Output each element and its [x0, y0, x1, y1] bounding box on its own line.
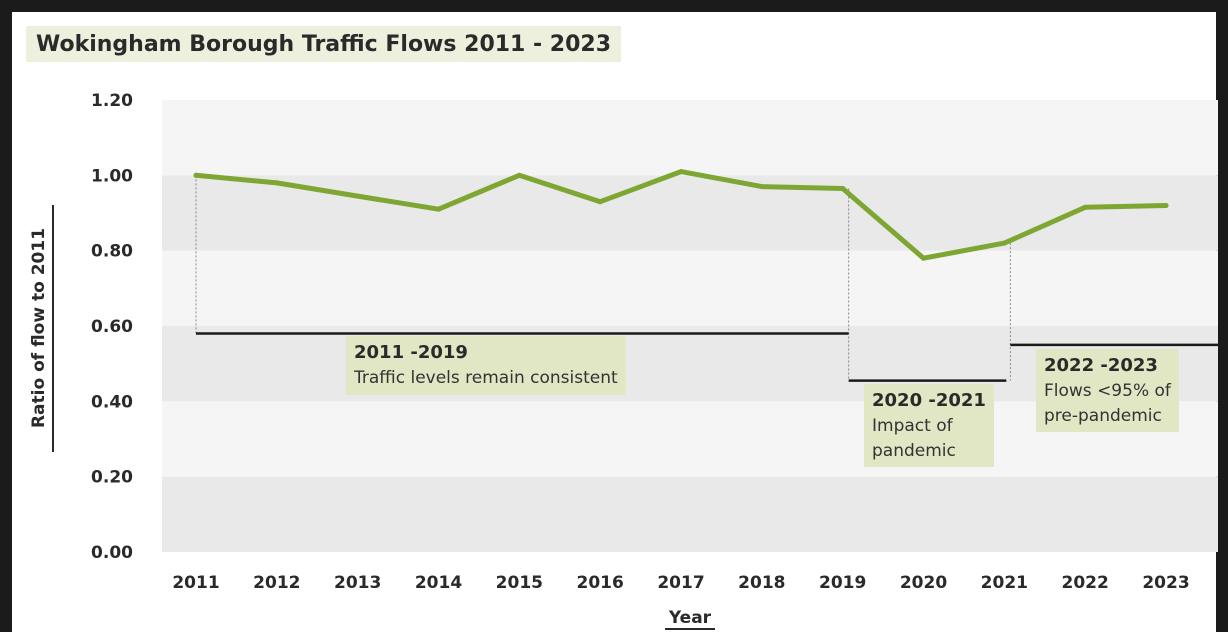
- x-tick-label: 2011: [172, 573, 219, 593]
- y-axis-label: Ratio of flow to 2011: [29, 228, 49, 428]
- x-tick-label: 2022: [1062, 573, 1109, 593]
- dotted-guide-lines: [195, 175, 1011, 381]
- annotation-text: Flows <95% of: [1044, 381, 1171, 402]
- data-point: [1082, 204, 1088, 210]
- x-tick-label: 2019: [819, 573, 866, 593]
- annotation-text: pre-pandemic: [1044, 405, 1162, 426]
- data-point: [840, 186, 846, 192]
- annotation-text: Traffic levels remain consistent: [354, 368, 618, 389]
- x-tick-label: 2017: [657, 573, 704, 593]
- y-tick-label: 0.60: [91, 317, 133, 337]
- grid-band: [162, 476, 1218, 552]
- data-point: [597, 199, 603, 205]
- x-tick-label: 2012: [253, 573, 300, 593]
- data-point: [516, 172, 522, 178]
- annotation-heading: 2020 -2021: [872, 390, 986, 411]
- x-tick-label: 2013: [334, 573, 381, 593]
- data-point: [1001, 240, 1007, 246]
- data-point: [355, 193, 361, 199]
- y-tick-labels: 0.00 0.20 0.40 0.60 0.80 1.00 1.20: [91, 91, 133, 563]
- chart-title: Wokingham Borough Traffic Flows 2011 - 2…: [36, 31, 612, 57]
- grid-band: [162, 100, 1218, 176]
- annotation-heading: 2022 -2023: [1044, 355, 1158, 376]
- x-tick-labels: 2011 2012 2013 2014 2015 2016 2017 2018 2019 2020…: [172, 573, 1189, 593]
- data-point: [1163, 202, 1169, 208]
- annotation-2022-2023: 2022 -2023 Flows <95% of pre-pandemic: [1036, 349, 1179, 433]
- x-tick-label: 2021: [981, 573, 1028, 593]
- grid-band: [162, 175, 1218, 251]
- annotation-text: pandemic: [872, 440, 956, 461]
- annotation-lines: [196, 332, 1218, 382]
- y-axis-label-group: Ratio of flow to 2011: [29, 205, 54, 452]
- background-bands: [162, 100, 1218, 552]
- x-tick-label: 2016: [577, 573, 624, 593]
- chart-title-box: Wokingham Borough Traffic Flows 2011 - 2…: [26, 26, 622, 62]
- y-tick-label: 0.80: [91, 242, 133, 262]
- data-point: [193, 172, 199, 178]
- data-point: [921, 255, 926, 261]
- x-tick-label: 2020: [900, 573, 947, 593]
- x-tick-label: 2015: [496, 573, 543, 593]
- annotation-2011-2019: 2011 -2019 Traffic levels remain consist…: [346, 336, 626, 395]
- data-point: [436, 206, 441, 212]
- y-tick-label: 1.20: [91, 91, 133, 111]
- data-points: [193, 169, 1169, 261]
- data-point: [274, 180, 280, 186]
- x-tick-label: 2023: [1142, 573, 1189, 593]
- annotation-heading: 2011 -2019: [354, 342, 468, 363]
- y-tick-label: 0.40: [91, 392, 133, 412]
- data-point: [759, 184, 765, 190]
- y-tick-label: 0.00: [91, 543, 133, 563]
- data-point: [678, 169, 684, 175]
- x-tick-label: 2018: [738, 573, 785, 593]
- grid-band: [162, 250, 1218, 326]
- annotation-2020-2021: 2020 -2021 Impact of pandemic: [864, 384, 994, 468]
- y-tick-label: 0.20: [91, 468, 133, 488]
- y-tick-label: 1.00: [91, 166, 133, 186]
- annotation-text: Impact of: [872, 416, 953, 437]
- x-axis-label: Year: [668, 608, 712, 628]
- x-tick-label: 2014: [415, 573, 462, 593]
